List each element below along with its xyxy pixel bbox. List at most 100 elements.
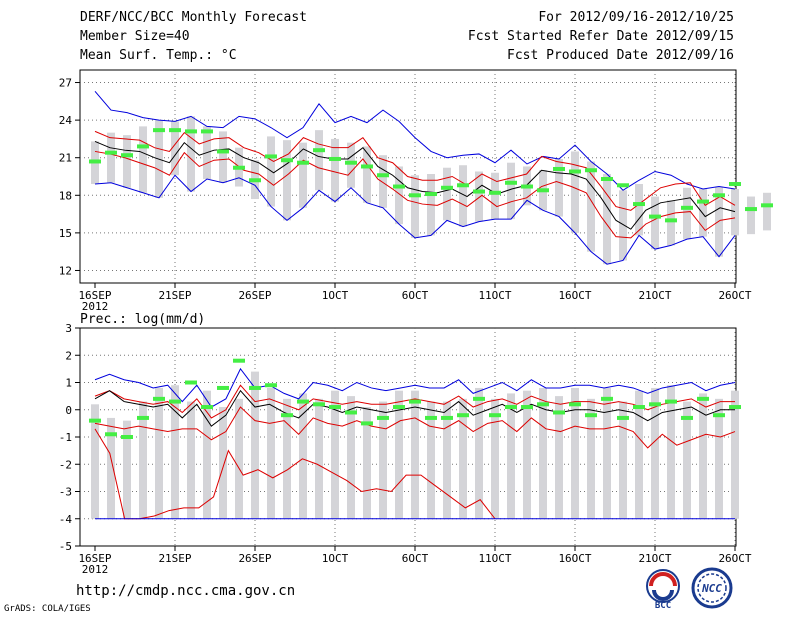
- precip-x-label: 16SEP: [78, 552, 111, 565]
- temp-median-mark: [521, 184, 533, 189]
- precip-median-mark: [505, 405, 517, 410]
- temp-median-mark: [121, 153, 133, 158]
- temp-box-bar: [667, 200, 675, 246]
- precip-box-bar: [363, 407, 371, 519]
- ncc-logo: NCC: [690, 566, 734, 614]
- svg-text:BCC: BCC: [655, 601, 671, 610]
- precip-box-bar: [523, 390, 531, 519]
- temp-box-bar: [283, 140, 291, 221]
- precip-y-label: -4: [59, 513, 73, 526]
- precip-median-mark: [89, 418, 101, 423]
- temp-median-mark: [329, 156, 341, 161]
- temp-median-mark: [761, 203, 773, 208]
- temp-median-mark: [233, 165, 245, 170]
- temp-y-label: 27: [59, 77, 72, 90]
- precip-box-bar: [539, 387, 547, 519]
- precip-median-mark: [393, 405, 405, 410]
- temp-box-bar: [315, 130, 323, 191]
- member-size: Member Size=40: [80, 29, 190, 44]
- precip-median-mark: [617, 415, 629, 420]
- temp-median-mark: [425, 192, 437, 197]
- precip-x-year: 2012: [82, 563, 109, 576]
- precip-median-mark: [105, 432, 117, 437]
- precip-box-bar: [411, 390, 419, 519]
- precip-box-bar: [283, 398, 291, 519]
- produced-date: Fcst Produced Date 2012/09/16: [507, 48, 734, 63]
- temp-median-mark: [153, 128, 165, 133]
- precip-median-mark: [697, 396, 709, 401]
- temp-box-bar: [363, 146, 371, 203]
- precip-box-bar: [219, 407, 227, 519]
- precip-box-bar: [507, 393, 515, 519]
- precip-box-bar: [443, 401, 451, 519]
- precip-box-bar: [155, 387, 163, 519]
- precip-median-mark: [377, 415, 389, 420]
- precip-median-mark: [665, 399, 677, 404]
- precip-box-bar: [699, 393, 707, 519]
- temp-box-bar: [603, 173, 611, 265]
- precip-y-label: 0: [65, 404, 72, 417]
- footer-url: http://cmdp.ncc.cma.gov.cn: [76, 583, 296, 599]
- precip-median-mark: [409, 399, 421, 404]
- precip-box-bar: [171, 385, 179, 519]
- grads-credit: GrADS: COLA/IGES: [4, 604, 91, 614]
- temp-y-label: 18: [59, 189, 72, 202]
- precip-box-bar: [203, 390, 211, 519]
- temp-median-mark: [249, 178, 261, 183]
- precip-median-mark: [265, 383, 277, 388]
- temp-median-mark: [649, 214, 661, 219]
- variable-label: Mean Surf. Temp.: °C: [80, 48, 237, 63]
- precip-box-bar: [619, 401, 627, 519]
- precip-box-bar: [555, 396, 563, 519]
- temp-median-mark: [585, 168, 597, 173]
- precip-box-bar: [187, 401, 195, 519]
- precip-box-bar: [235, 398, 243, 519]
- temp-box-bar: [747, 196, 755, 235]
- temp-box-bar: [507, 162, 515, 220]
- svg-text:NCC: NCC: [701, 582, 722, 595]
- temp-median-mark: [313, 148, 325, 153]
- temp-median-mark: [185, 129, 197, 134]
- temp-median-mark: [201, 129, 213, 134]
- temp-x-label: 21SEP: [158, 289, 191, 302]
- temp-box-bar: [619, 190, 627, 261]
- temp-y-label: 15: [59, 227, 72, 240]
- temp-median-mark: [217, 149, 229, 154]
- temp-y-label: 12: [59, 264, 72, 277]
- precip-box-bar: [715, 398, 723, 519]
- temp-box-bar: [331, 138, 339, 202]
- precip-box-bar: [603, 387, 611, 519]
- precip-x-label: 11OCT: [478, 552, 511, 565]
- bcc-logo: BCC: [640, 568, 686, 614]
- temp-median-mark: [393, 184, 405, 189]
- temp-x-label: 11OCT: [478, 289, 511, 302]
- precip-median-mark: [473, 396, 485, 401]
- precip-box-bar: [587, 398, 595, 519]
- precip-box-bar: [107, 417, 115, 519]
- precip-median-mark: [457, 413, 469, 418]
- precip-x-label: 26OCT: [718, 552, 751, 565]
- precip-x-label: 26SEP: [238, 552, 271, 565]
- precip-box-bar: [91, 404, 99, 519]
- precip-box-bar: [315, 398, 323, 519]
- temp-median-mark: [745, 207, 757, 212]
- temp-box-bar: [731, 189, 739, 236]
- precip-median-mark: [345, 410, 357, 415]
- temp-box-bar: [555, 158, 563, 217]
- temp-y-label: 21: [59, 152, 72, 165]
- precip-box-bar: [427, 401, 435, 519]
- temp-box-bar: [475, 171, 483, 222]
- temp-median-mark: [441, 185, 453, 190]
- temp-median-mark: [569, 169, 581, 174]
- temp-median-mark: [601, 177, 613, 182]
- precip-x-label: 21OCT: [638, 552, 671, 565]
- temp-median-mark: [553, 166, 565, 171]
- precip-box-bar: [347, 396, 355, 519]
- temp-median-mark: [377, 173, 389, 178]
- precip-y-label: -3: [59, 486, 72, 499]
- temp-x-label: 21OCT: [638, 289, 671, 302]
- temp-median-mark: [297, 160, 309, 165]
- temp-box-bar: [187, 116, 195, 192]
- precip-median-mark: [169, 399, 181, 404]
- precip-x-label: 6OCT: [402, 552, 429, 565]
